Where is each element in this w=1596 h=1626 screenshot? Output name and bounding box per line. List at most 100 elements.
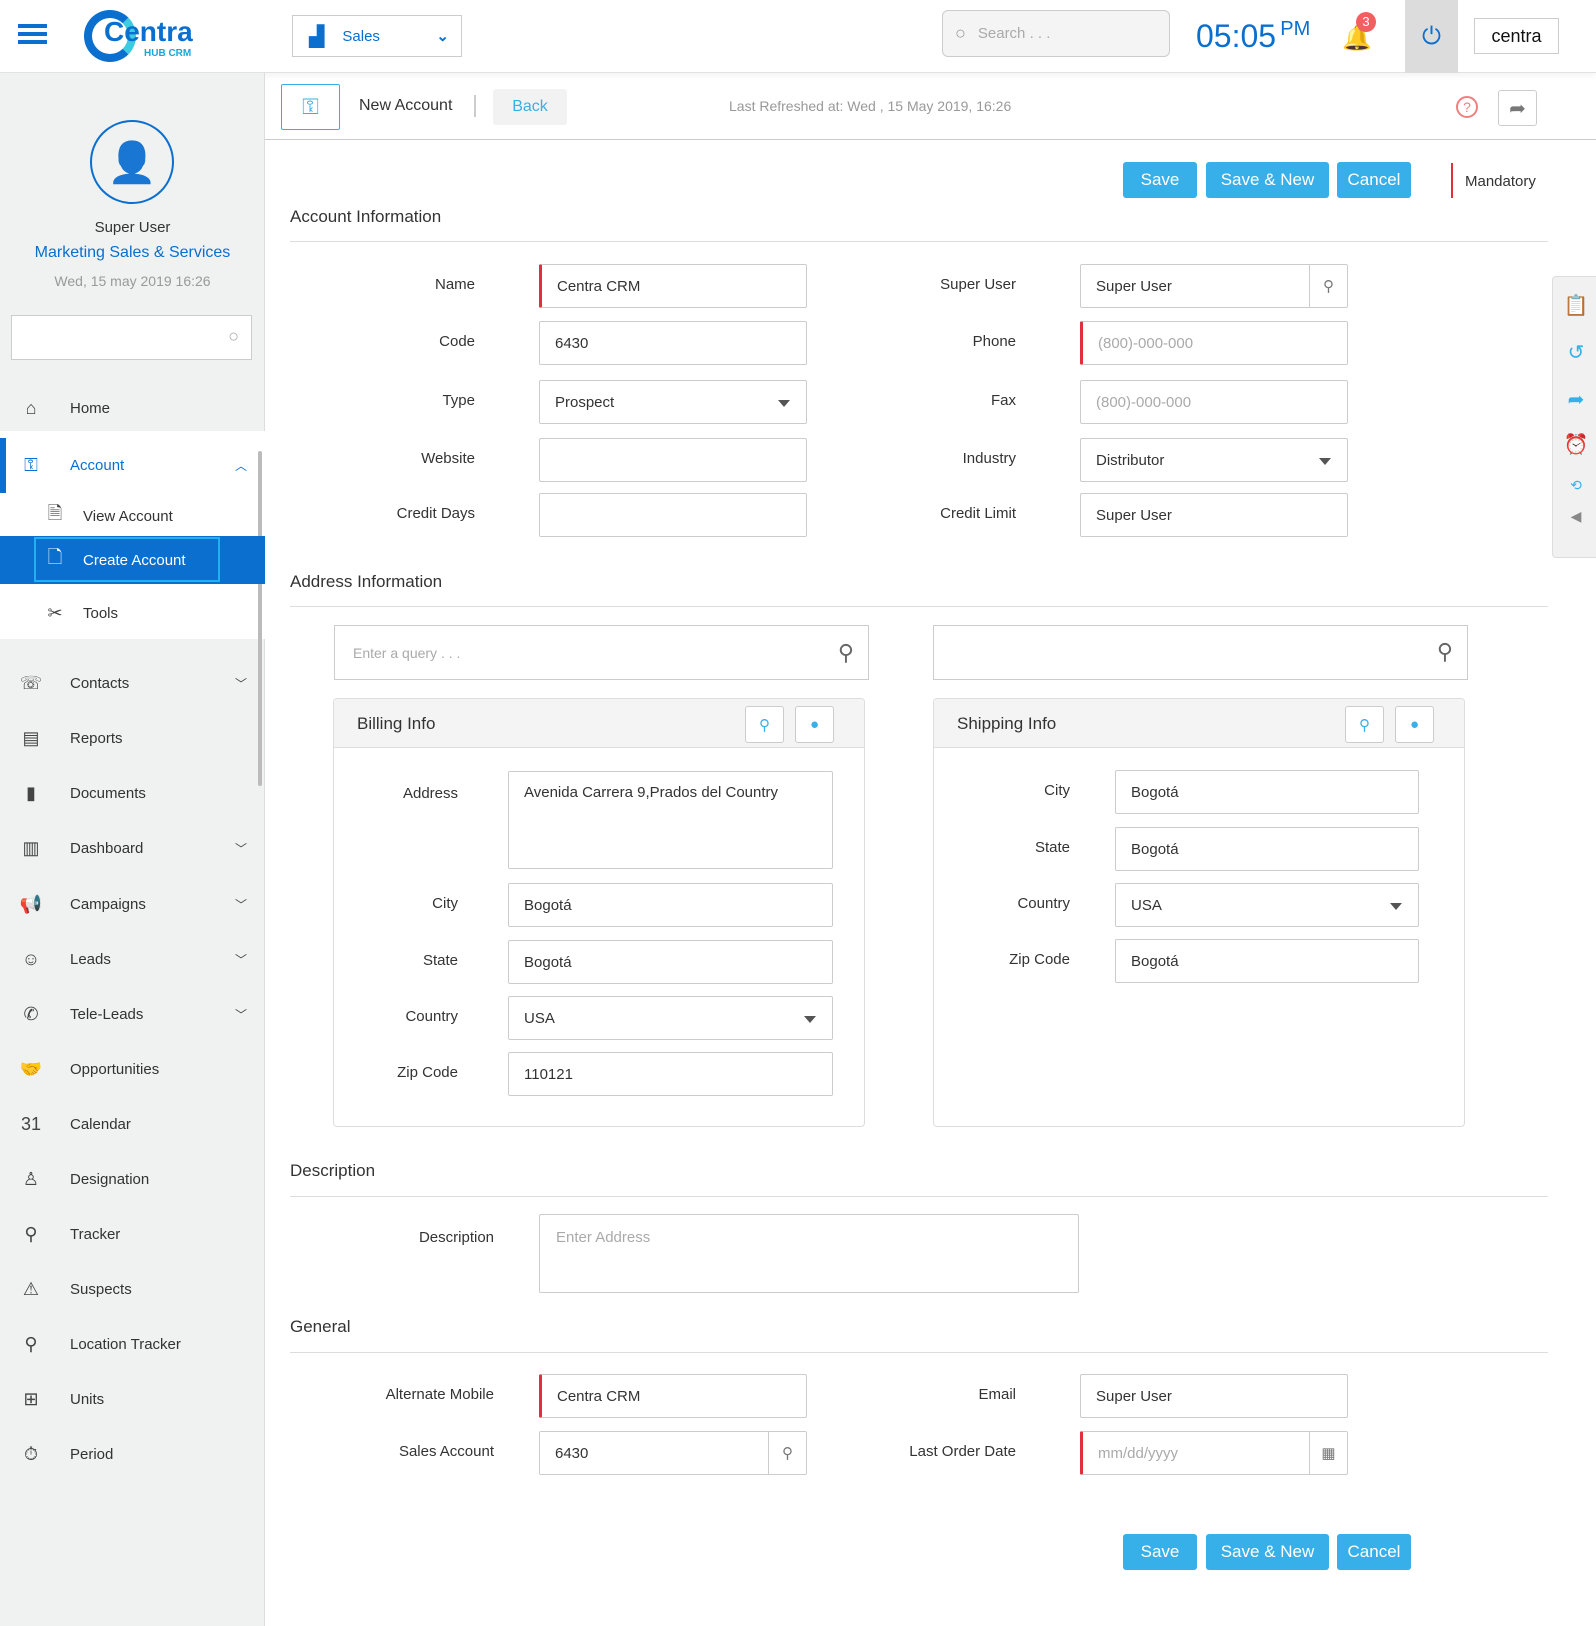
account-phone-input[interactable]: (800)-000-000 xyxy=(1080,321,1348,365)
search-icon[interactable]: ⚲ xyxy=(768,1432,806,1474)
sidebar-item-reports[interactable]: ▤ Reports xyxy=(0,713,265,763)
sidebar: 👤 Super User Marketing Sales & Services … xyxy=(0,73,265,1626)
calendar-icon[interactable]: ▦ xyxy=(1309,1432,1347,1474)
billing-city-input[interactable]: Bogotá xyxy=(508,883,833,927)
sidebar-item-label: Create Account xyxy=(83,551,186,569)
chevron-up-icon[interactable]: ︿ xyxy=(234,459,247,473)
sidebar-item-account[interactable]: ⚿ Account ︿ xyxy=(0,438,265,493)
search-input[interactable]: ○ Search . . . xyxy=(942,10,1170,57)
sidebar-item-campaigns[interactable]: 📢 Campaigns ﹀ xyxy=(0,879,265,929)
general-alternate-mobile-input[interactable]: Centra CRM xyxy=(539,1374,807,1418)
account-credit-days-input[interactable] xyxy=(539,493,807,537)
chevron-down-icon[interactable]: ﹀ xyxy=(234,841,247,856)
chevron-down-icon[interactable]: ﹀ xyxy=(234,952,247,967)
shipping-country-select[interactable]: USA xyxy=(1115,883,1419,927)
dropdown-caret-icon xyxy=(778,400,790,407)
shipping-city-input[interactable]: Bogotá xyxy=(1115,770,1419,814)
sidebar-item-suspects[interactable]: ⚠ Suspects xyxy=(0,1264,265,1314)
history-icon[interactable]: ↺ xyxy=(1567,342,1585,364)
section-divider xyxy=(290,606,1548,607)
billing-address-input[interactable]: Avenida Carrera 9,Prados del Country xyxy=(508,771,833,869)
sidebar-item-documents[interactable]: ▮ Documents xyxy=(0,768,265,818)
account-code-input[interactable]: 6430 xyxy=(539,321,807,365)
location-search-icon[interactable]: ⚲ xyxy=(837,639,854,665)
account-super-user-input[interactable]: Super User ⚲ xyxy=(1080,264,1348,308)
sidebar-item-label: Campaigns xyxy=(70,895,146,913)
account-type-select[interactable]: Prospect xyxy=(539,380,807,424)
account-industry-select[interactable]: Distributor xyxy=(1080,438,1348,482)
rotate-360-icon[interactable]: ⟲ xyxy=(1570,477,1582,493)
shipping-zip-code-input[interactable]: Bogotá xyxy=(1115,939,1419,983)
general-sales-account-input[interactable]: 6430 ⚲ xyxy=(539,1431,807,1475)
search-icon[interactable]: ⚲ xyxy=(1309,265,1347,307)
back-button[interactable]: Back xyxy=(493,89,567,125)
general-email-input[interactable]: Super User xyxy=(1080,1374,1348,1418)
user-role[interactable]: Marketing Sales & Services xyxy=(34,244,231,261)
billing-zip-code-input[interactable]: 110121 xyxy=(508,1052,833,1096)
sidebar-item-location-tracker[interactable]: ⚲ Location Tracker xyxy=(0,1319,265,1369)
location-pin-icon-button[interactable]: ● xyxy=(795,706,834,743)
save-button-bottom[interactable]: Save xyxy=(1123,1534,1197,1570)
account-name-input[interactable]: Centra CRM xyxy=(539,264,807,308)
avatar: 👤 xyxy=(90,120,174,204)
sidebar-item-opportunities[interactable]: 🤝 Opportunities xyxy=(0,1044,265,1094)
sidebar-scrollbar[interactable] xyxy=(258,451,262,786)
share-button[interactable]: ➦ xyxy=(1498,90,1537,126)
forward-icon[interactable]: ➦ xyxy=(1567,389,1585,411)
account-credit-limit-input[interactable]: Super User xyxy=(1080,493,1348,537)
map-icon-button[interactable]: ⚲ xyxy=(745,706,784,743)
sidebar-item-units[interactable]: ⊞ Units xyxy=(0,1374,265,1424)
power-button[interactable]: ⏻ xyxy=(1405,0,1458,73)
sidebar-item-dashboard[interactable]: ▥ Dashboard ﹀ xyxy=(0,823,265,873)
sidebar-item-home[interactable]: ⌂ Home xyxy=(0,383,265,433)
sidebar-item-contacts[interactable]: ☏ Contacts ﹀ xyxy=(0,658,265,708)
chevron-down-icon[interactable]: ﹀ xyxy=(234,897,247,912)
search-icon: ○ xyxy=(228,326,239,346)
save-and-new-button[interactable]: Save & New xyxy=(1206,162,1329,198)
sidebar-item-calendar[interactable]: 31 Calendar xyxy=(0,1099,265,1149)
billing-state-input[interactable]: Bogotá xyxy=(508,940,833,984)
chevron-down-icon[interactable]: ﹀ xyxy=(234,676,247,691)
sidebar-item-create-account[interactable]: 🗋 Create Account xyxy=(0,536,265,584)
sidebar-item-tracker[interactable]: ⚲ Tracker xyxy=(0,1209,265,1259)
sidebar-item-tele-leads[interactable]: ✆ Tele-Leads ﹀ xyxy=(0,989,265,1039)
hamburger-menu-icon[interactable] xyxy=(18,24,47,44)
help-icon[interactable]: ? xyxy=(1456,96,1478,118)
account-icon-button[interactable]: ⚿ xyxy=(281,84,340,130)
account-fax-input[interactable]: (800)-000-000 xyxy=(1080,380,1348,424)
sidebar-item-leads[interactable]: ☺ Leads ﹀ xyxy=(0,934,265,984)
sidebar-item-label: Period xyxy=(70,1445,114,1463)
search-icon: ○ xyxy=(955,23,966,43)
checklist-icon[interactable]: 📋 xyxy=(1563,295,1589,317)
billing-country-select[interactable]: USA xyxy=(508,996,833,1040)
location-pin-icon-button[interactable]: ● xyxy=(1395,706,1434,743)
cancel-button[interactable]: Cancel xyxy=(1337,162,1411,198)
map-icon-button[interactable]: ⚲ xyxy=(1345,706,1384,743)
account-website-input[interactable] xyxy=(539,438,807,482)
account-phone-label: Phone xyxy=(972,333,1016,350)
shipping-state-input[interactable]: Bogotá xyxy=(1115,827,1419,871)
save-and-new-button-bottom[interactable]: Save & New xyxy=(1206,1534,1329,1570)
billing-zip-code-label: Zip Code xyxy=(397,1064,458,1081)
location-search-icon[interactable]: ⚲ xyxy=(1436,639,1453,664)
chevron-down-icon[interactable]: ﹀ xyxy=(234,1007,247,1022)
billing-info-title: Billing Info xyxy=(357,714,436,733)
sidebar-item-designation[interactable]: ♙ Designation xyxy=(0,1154,265,1204)
brand-logo: Centra HUB CRM xyxy=(84,8,194,64)
sidebar-search-input[interactable]: ○ xyxy=(11,315,252,360)
billing-address-query-input[interactable]: Enter a query . . . ⚲ xyxy=(334,625,869,680)
calendar-icon: 31 xyxy=(20,1113,42,1134)
description-textarea[interactable]: Enter Address xyxy=(539,1214,1079,1293)
shipping-city-label: City xyxy=(1044,782,1070,799)
general-last-order-date-input[interactable]: mm/dd/yyyy ▦ xyxy=(1080,1431,1348,1475)
module-selector[interactable]: ▟ Sales ⌄ xyxy=(292,15,462,57)
sidebar-item-view-account[interactable]: 🗎 View Account xyxy=(0,491,265,541)
cancel-button-bottom[interactable]: Cancel xyxy=(1337,1534,1411,1570)
section-address-information: Address Information xyxy=(290,572,443,591)
alarm-clock-icon[interactable]: ⏰ xyxy=(1563,434,1589,456)
sidebar-item-tools[interactable]: ✂ Tools xyxy=(0,588,265,638)
collapse-left-icon[interactable]: ◀ xyxy=(1570,508,1582,524)
save-button[interactable]: Save xyxy=(1123,162,1197,198)
shipping-address-query-input[interactable]: ⚲ xyxy=(933,625,1468,680)
sidebar-item-period[interactable]: ⏱ Period xyxy=(0,1429,265,1479)
